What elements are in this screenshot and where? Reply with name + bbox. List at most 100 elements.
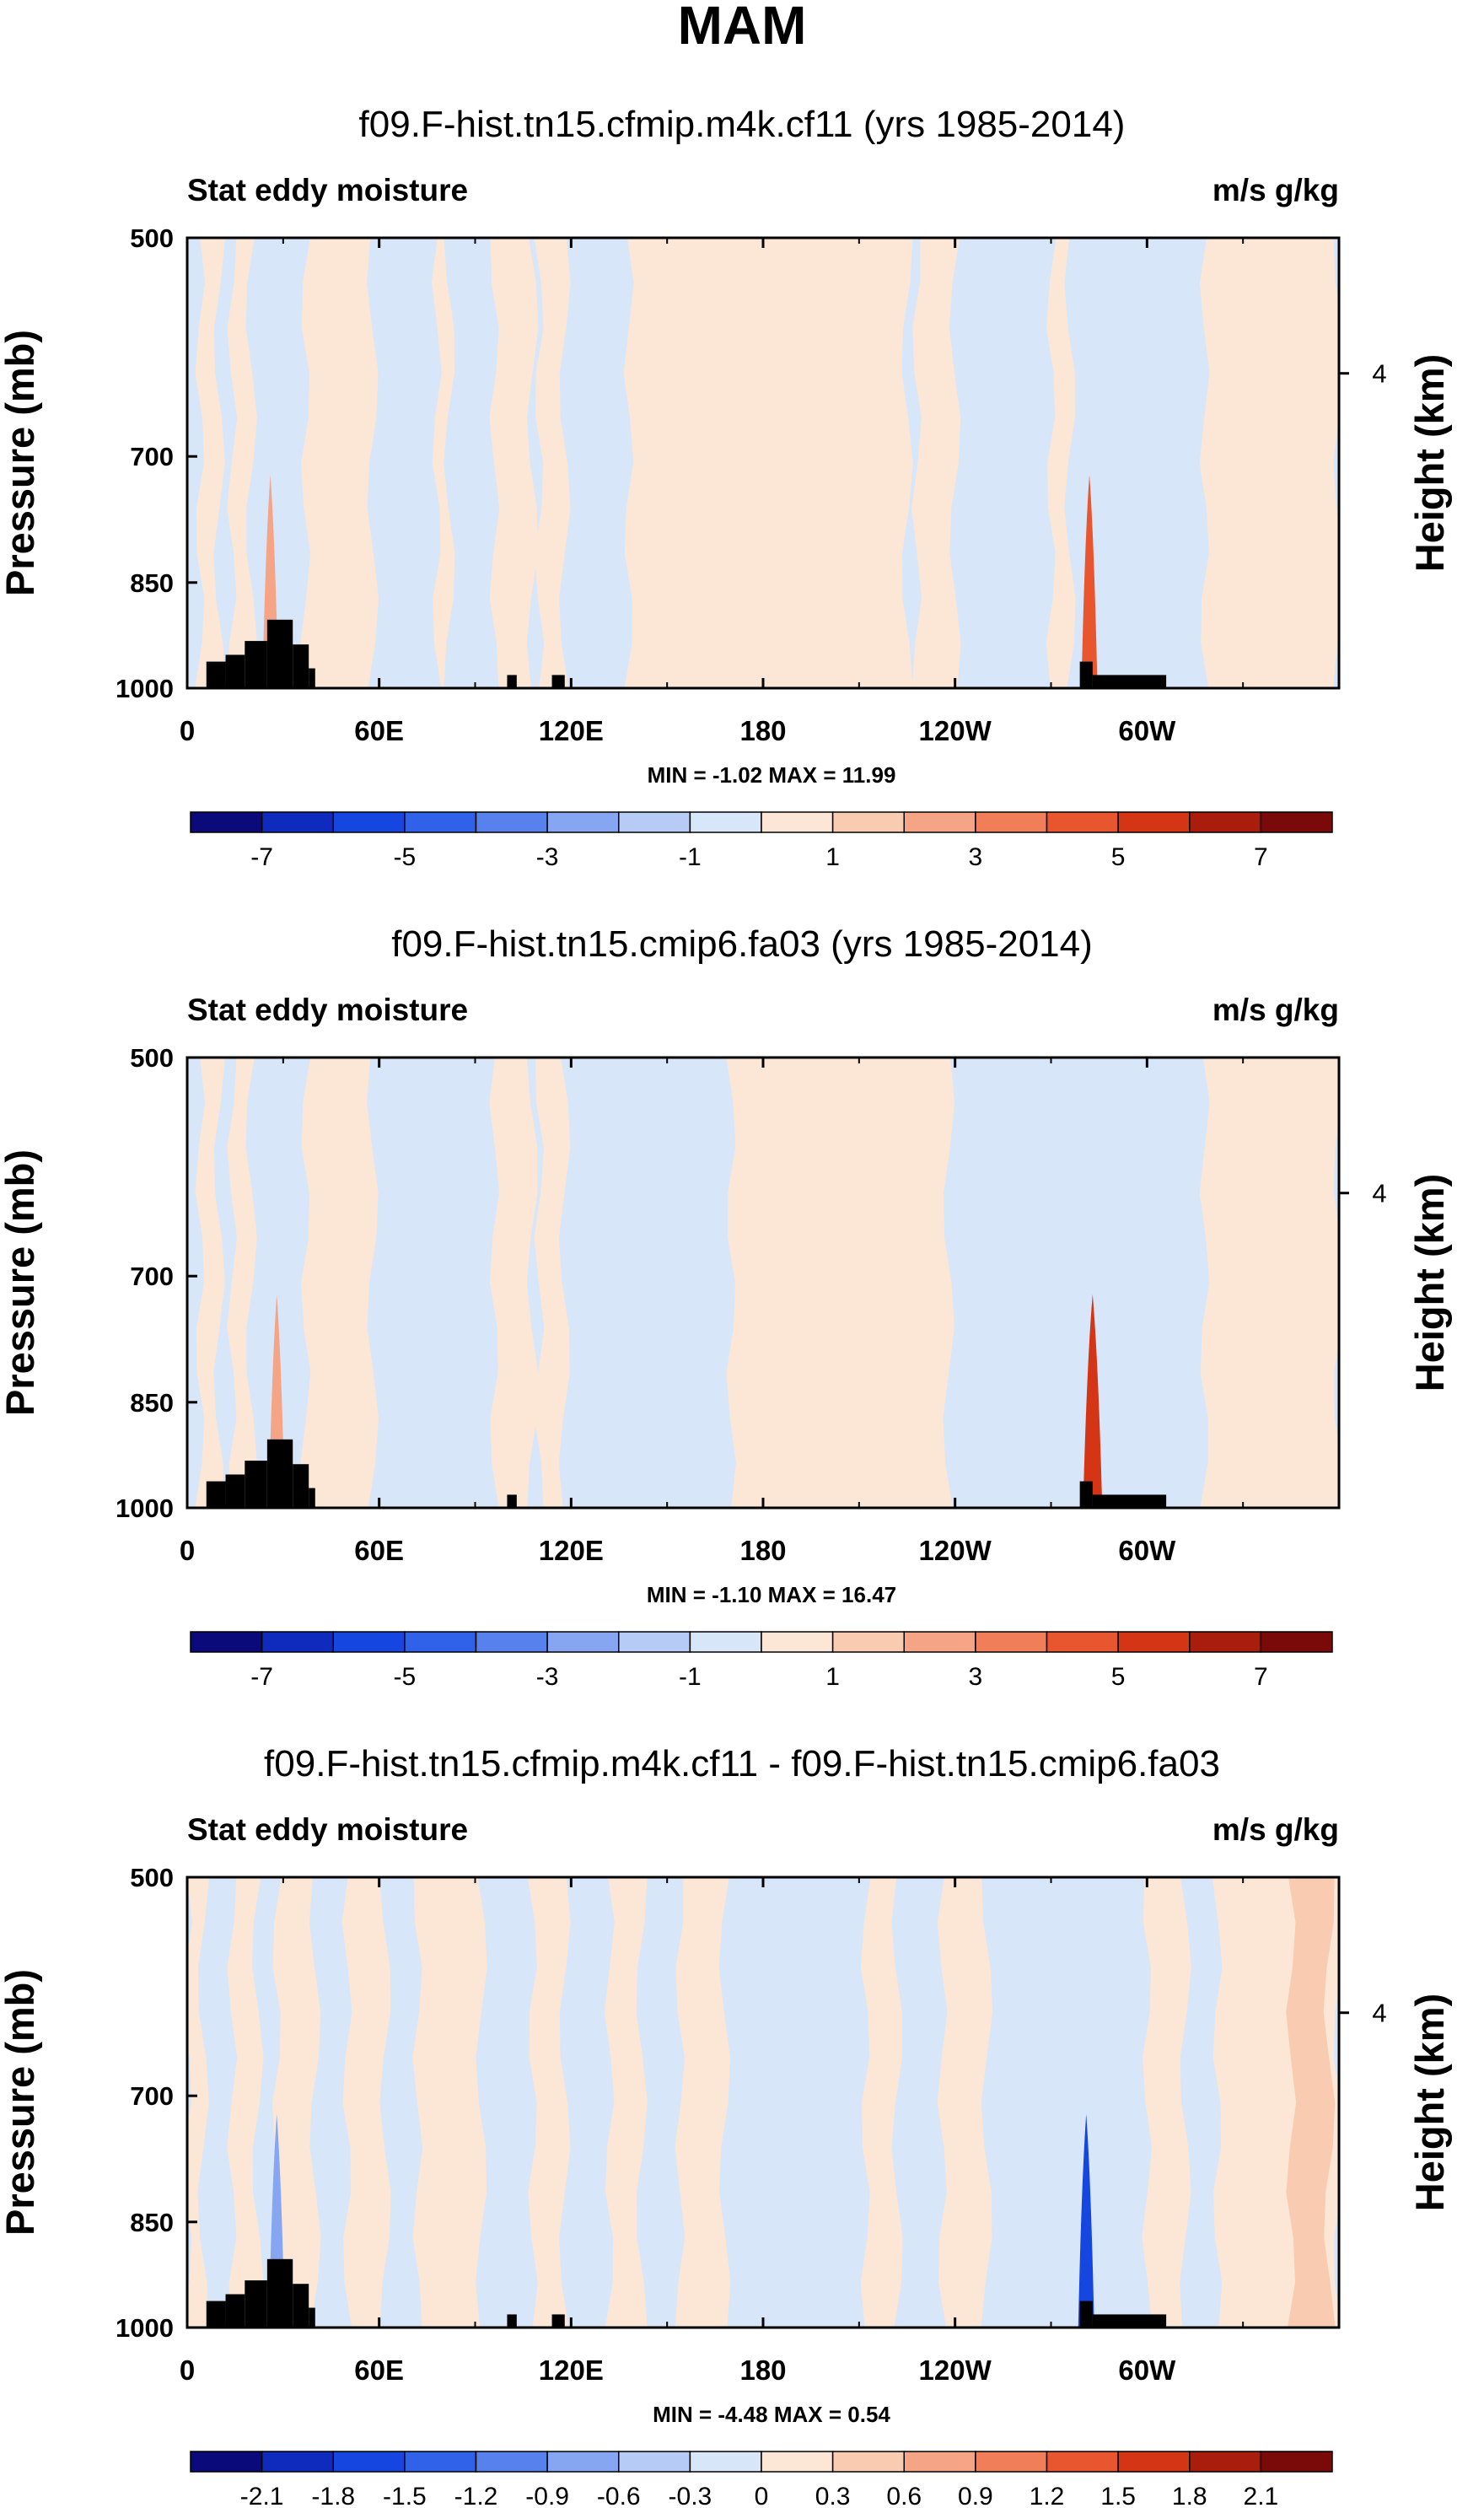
colorbar-swatch: [903, 2451, 976, 2473]
y-tick-label: 1000: [116, 2313, 174, 2343]
colorbar-swatch: [1260, 1631, 1333, 1653]
colorbar-label: 1: [825, 1663, 840, 1691]
colorbar-label: -2.1: [240, 2483, 284, 2508]
terrain-mask: [293, 644, 309, 688]
x-tick-label: 120E: [539, 1535, 604, 1566]
y-tick-label: 700: [130, 2081, 174, 2111]
colorbar-swatch: [903, 811, 976, 833]
colorbar-swatch: [1189, 811, 1262, 833]
field-band: [1199, 1058, 1339, 1508]
colorbar-label: 0.3: [815, 2483, 851, 2508]
field-band: [675, 1877, 731, 2328]
colorbar-label: 1.2: [1030, 2483, 1065, 2508]
contour-field: [187, 1877, 1339, 2328]
colorbar-swatch: [689, 2451, 762, 2473]
x-tick-label: 60W: [1118, 715, 1176, 746]
page-title: MAM: [678, 0, 807, 56]
colorbar-label: -0.3: [669, 2483, 712, 2508]
y-tick-label: 850: [130, 2208, 174, 2237]
field-band: [623, 238, 913, 688]
field-extreme-plume: [1081, 474, 1098, 688]
panel-variable-label: Stat eddy moisture: [187, 1812, 468, 1847]
field-band: [528, 1877, 571, 2328]
colorbar-swatch: [1117, 1631, 1191, 1653]
colorbar-label: 3: [969, 1663, 983, 1691]
colorbar-swatch: [975, 811, 1048, 833]
colorbar-label: -0.6: [597, 2483, 641, 2508]
colorbar-label: -1: [679, 1663, 702, 1691]
min-max-annotation: MIN = -1.02 MAX = 11.99: [648, 762, 896, 788]
colorbar-label: -3: [536, 1663, 559, 1691]
field-band: [1046, 238, 1076, 688]
terrain-mask: [206, 2301, 226, 2328]
colorbar-swatch: [618, 811, 691, 833]
y-tick-label: 500: [130, 1863, 174, 1892]
colorbar-label: 1.8: [1172, 2483, 1207, 2508]
panel-units-label: m/s g/kg: [1212, 993, 1339, 1027]
colorbar-label: 2.1: [1244, 2483, 1279, 2508]
y-tick-label: 500: [130, 223, 174, 253]
field-band: [1199, 238, 1339, 688]
field-band: [1142, 1877, 1191, 2328]
colorbar-swatch: [761, 2451, 834, 2473]
terrain-mask: [309, 2307, 315, 2328]
colorbar-swatch: [475, 1631, 548, 1653]
y-tick-label: 850: [130, 568, 174, 598]
panel-title: f09.F-hist.tn15.cfmip.m4k.cf11 (yrs 1985…: [359, 104, 1126, 145]
field-extreme-plume: [1078, 2113, 1094, 2328]
colorbar-swatch: [475, 811, 548, 833]
field-band: [300, 238, 379, 688]
x-tick-label: 180: [739, 715, 786, 746]
terrain-mask: [1092, 1494, 1167, 1508]
field-band: [604, 1877, 648, 2328]
x-tick-label: 120E: [539, 715, 604, 746]
colorbar-swatch: [761, 1631, 834, 1653]
y-tick-label: 1000: [116, 674, 174, 703]
y-axis-title-right: Height (km): [1407, 1174, 1452, 1392]
y-right-tick-label: 4: [1372, 359, 1386, 389]
colorbar-swatch: [546, 2451, 620, 2473]
colorbar-swatch: [1260, 811, 1333, 833]
colorbar-label: 0: [755, 2483, 769, 2508]
colorbar-label: -7: [250, 1663, 273, 1691]
terrain-mask: [245, 641, 267, 688]
field-band: [341, 1877, 391, 2328]
panel-variable-label: Stat eddy moisture: [187, 173, 468, 207]
y-axis-title-right: Height (km): [1407, 1994, 1452, 2212]
x-tick-label: 120E: [539, 2355, 604, 2386]
colorbar-swatch: [831, 2451, 905, 2473]
x-tick-label: 120W: [919, 715, 992, 746]
terrain-mask: [1079, 661, 1093, 688]
field-band: [227, 1877, 264, 2328]
contour-field: [187, 1058, 1339, 1508]
terrain-mask: [1092, 2314, 1167, 2328]
y-axis-title: Pressure (mb): [0, 330, 42, 596]
field-band: [534, 238, 571, 688]
colorbar-swatch: [1046, 2451, 1119, 2473]
colorbar-swatch: [1189, 1631, 1262, 1653]
terrain-mask: [225, 1474, 245, 1508]
colorbar-swatch: [332, 2451, 406, 2473]
colorbar-label: 0.6: [886, 2483, 922, 2508]
colorbar-swatch: [975, 1631, 1048, 1653]
field-band: [432, 238, 455, 688]
colorbar-label: 1.5: [1100, 2483, 1136, 2508]
terrain-mask: [1079, 2301, 1093, 2328]
colorbar-swatch: [190, 2451, 263, 2473]
y-right-tick-label: 4: [1372, 1999, 1386, 2028]
field-band: [937, 1877, 993, 2328]
x-tick-label: 180: [739, 1535, 786, 1566]
y-axis-title: Pressure (mb): [0, 1149, 42, 1416]
colorbar-swatch: [1046, 1631, 1119, 1653]
y-tick-label: 700: [130, 1262, 174, 1291]
field-band: [300, 1058, 379, 1508]
terrain-mask: [293, 2284, 309, 2328]
field-band: [911, 238, 961, 688]
panel-variable-label: Stat eddy moisture: [187, 993, 468, 1027]
terrain-mask: [245, 1461, 267, 1508]
chart-panel-3: f09.F-hist.tn15.cfmip.m4k.cf11 - f09.F-h…: [0, 1743, 1452, 2508]
colorbar-label: -5: [394, 843, 417, 871]
terrain-mask: [225, 654, 245, 688]
field-band: [489, 1058, 539, 1508]
terrain-mask: [206, 1481, 226, 1508]
